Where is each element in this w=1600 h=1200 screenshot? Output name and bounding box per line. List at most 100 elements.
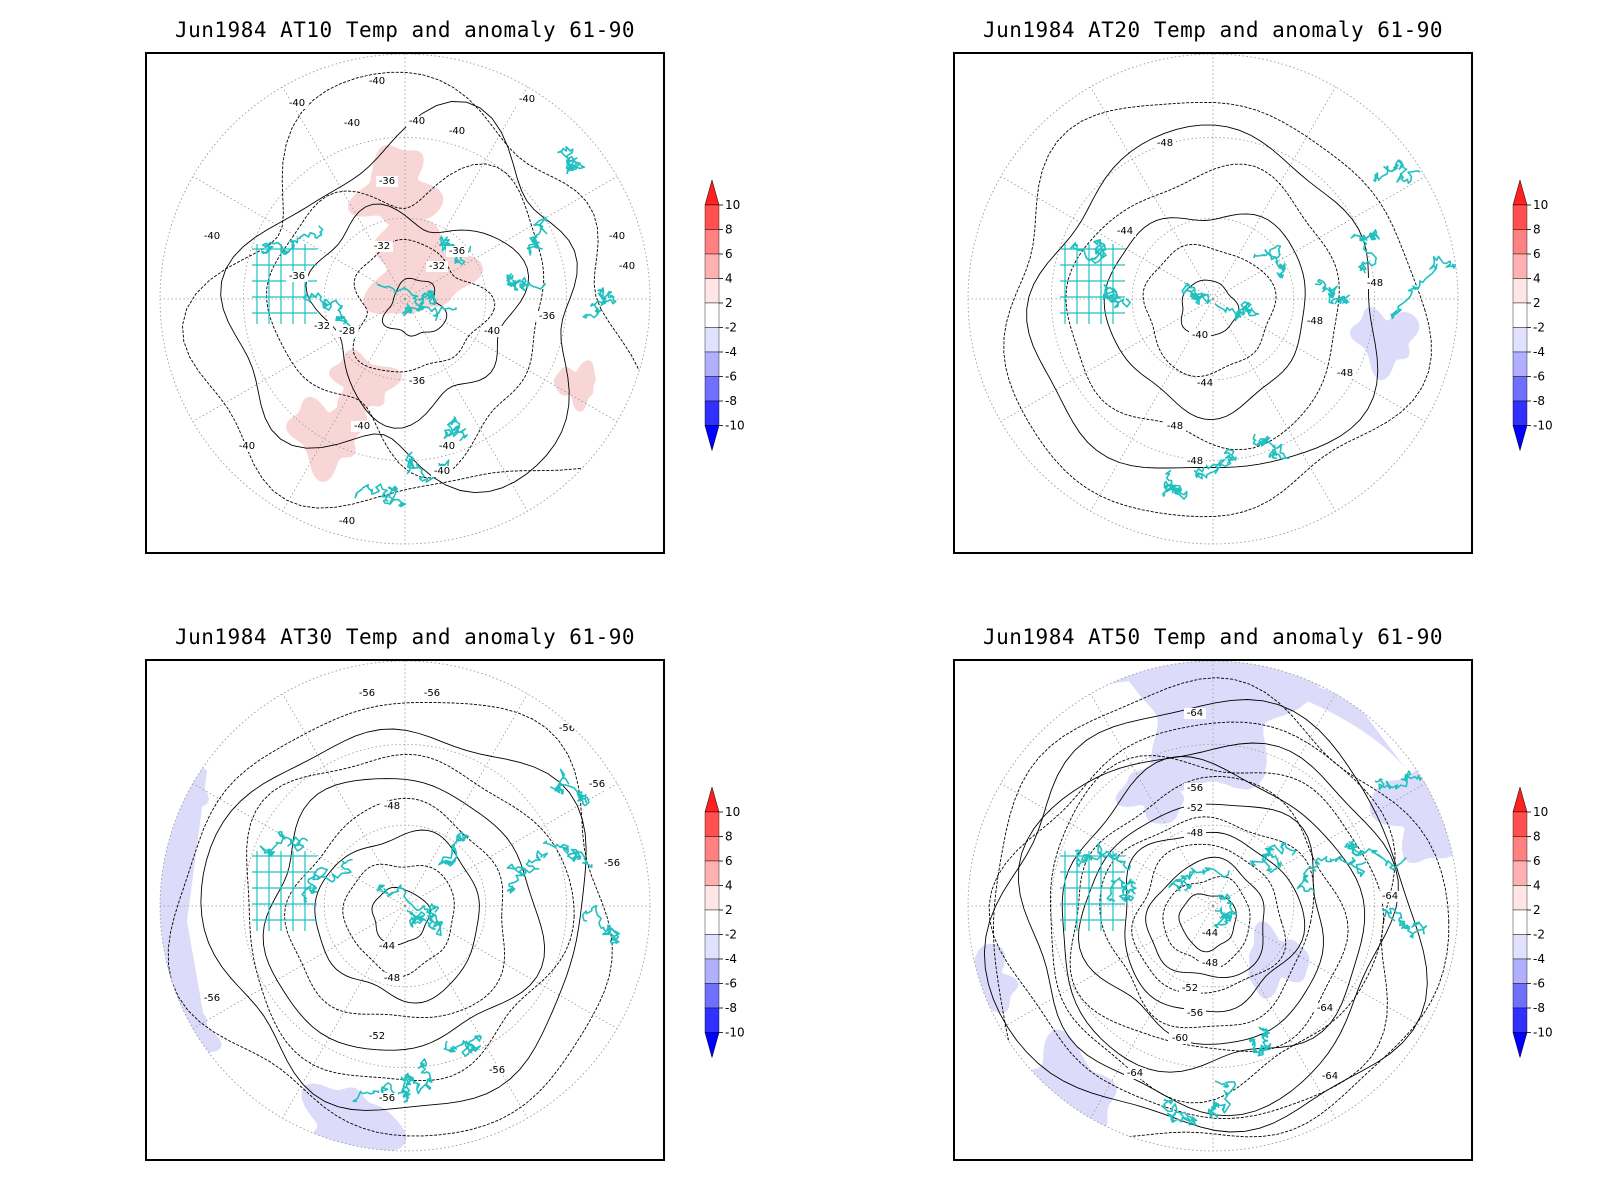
contour-label: -44 [1117, 226, 1133, 237]
coastline-segment [1314, 278, 1350, 305]
contour-label-bg [1184, 783, 1206, 794]
contour-label: -40 [354, 421, 370, 432]
colorbar-label: -2 [725, 928, 737, 942]
contour-label: -52 [1187, 803, 1203, 814]
contour-label-bg [311, 321, 333, 332]
colorbar-segment [1512, 958, 1528, 984]
na-state-borders [252, 244, 317, 324]
meridian-line [404, 905, 528, 1119]
coastline-segment [1168, 867, 1230, 892]
meridian-line [192, 783, 406, 907]
contour-label-bg [1189, 330, 1211, 341]
map-boundary [967, 661, 1459, 1152]
coastline-segment [438, 831, 470, 867]
contour-label: -32 [374, 241, 390, 252]
contour-label-bg [1199, 928, 1221, 939]
colorbar-segment [1512, 885, 1528, 911]
colorbar-segment [1512, 934, 1528, 960]
contour-label-bg [336, 516, 358, 527]
panel-title: Jun1984 AT50 Temp and anomaly 61-90 [982, 625, 1443, 649]
coastlines [1060, 159, 1458, 500]
contour-label: -56 [559, 723, 575, 734]
coastline-segment [1390, 255, 1458, 320]
colorbar-label: 10 [725, 198, 740, 212]
colorbar-segment [1512, 811, 1528, 837]
meridian-line [192, 905, 406, 1029]
temperature-contour [305, 203, 530, 429]
coastline-segment [400, 1058, 433, 1095]
contour-label: -40 [409, 116, 425, 127]
panel-title: Jun1984 AT10 Temp and anomaly 61-90 [174, 18, 635, 42]
polar-stereographic-map: -64 -56 -52 -48 -44 -48 -52 -56 -60 -64 -64 -64 -64 [967, 661, 1459, 1152]
temperature-contour [167, 701, 613, 1137]
contour-label-bg [1184, 1008, 1206, 1019]
coastline-segment [405, 451, 450, 483]
contour-label: -40 [609, 231, 625, 242]
contour-label-bg [381, 801, 403, 812]
meridian-line [192, 298, 406, 422]
contour-label: -40 [239, 441, 255, 452]
colorbar-label: -10 [1533, 419, 1553, 433]
coastline-segment [1252, 433, 1290, 460]
colorbar-label: -6 [1533, 977, 1545, 991]
contour-label: -48 [384, 801, 400, 812]
colorbar-segment [704, 811, 720, 837]
contour-label-bg [536, 311, 558, 322]
colorbar-segment [704, 885, 720, 911]
meridian-line [1090, 86, 1214, 300]
anomaly-shading [968, 943, 1019, 1014]
temperature-contour [182, 71, 649, 509]
na-state-borders [1060, 851, 1125, 931]
contour-label: -52 [369, 1031, 385, 1042]
colorbar-label: 10 [1533, 805, 1548, 819]
colorbar-label: -8 [725, 394, 737, 408]
meridian-line [1000, 176, 1214, 300]
coastline-segment [1181, 282, 1211, 305]
colorbar-segment [704, 860, 720, 886]
contour-label: -64 [1187, 708, 1203, 719]
colorbar-arrow-bottom [704, 425, 720, 452]
contour-label-bg [201, 993, 223, 1004]
colorbar-segment [1512, 909, 1528, 935]
temperature-contour [1178, 893, 1237, 953]
contour-label: -40 [1192, 330, 1208, 341]
polar-map-frame: -56 -56 -56 -56 -56 -48 -44 -48 -56 -52 -56 -56 [145, 659, 665, 1161]
contour-label-bg [1184, 456, 1206, 467]
contour-label: -40 [339, 516, 355, 527]
colorbar-segment [1512, 376, 1528, 402]
meridian-line [1212, 298, 1426, 422]
coastline-segment [376, 884, 444, 936]
temperature-contour [1142, 243, 1277, 377]
colorbar-arrow-bottom [1512, 425, 1528, 452]
contour-label: -28 [339, 326, 355, 337]
colorbar-segment [704, 229, 720, 255]
colorbar-arrow-top [704, 787, 720, 813]
colorbar-segment [704, 327, 720, 353]
colorbar-label: 4 [725, 879, 733, 893]
meridian-line [1212, 298, 1336, 512]
meridian-line [1000, 905, 1214, 1029]
contour-label-bg [201, 231, 223, 242]
coastline-segment [581, 904, 621, 944]
coastlines [252, 768, 621, 1103]
meridian-line [1090, 905, 1214, 1119]
colorbar-segment [1512, 351, 1528, 377]
anomaly-shading [1111, 661, 1325, 793]
colorbar-segment [1512, 278, 1528, 304]
contour-label: -64 [1317, 1003, 1333, 1014]
contour-label: -52 [1182, 983, 1198, 994]
colorbar-arrow-top [704, 180, 720, 206]
colorbar-segment [1512, 253, 1528, 279]
temperature-contour [993, 677, 1450, 1138]
meridian-line [404, 783, 618, 907]
map-boundary [967, 54, 1459, 545]
temperature-contour [200, 728, 587, 1111]
na-state-borders [252, 851, 317, 931]
contour-label: -48 [1187, 828, 1203, 839]
meridian-line [404, 693, 528, 907]
contour-label-bg [1179, 983, 1201, 994]
colorbar-label: -6 [1533, 370, 1545, 384]
temperature-contour [1003, 101, 1432, 518]
map-panel-at20: Jun1984 AT20 Temp and anomaly 61-90 -48-… [953, 0, 1600, 590]
anomaly-shading [286, 396, 368, 483]
